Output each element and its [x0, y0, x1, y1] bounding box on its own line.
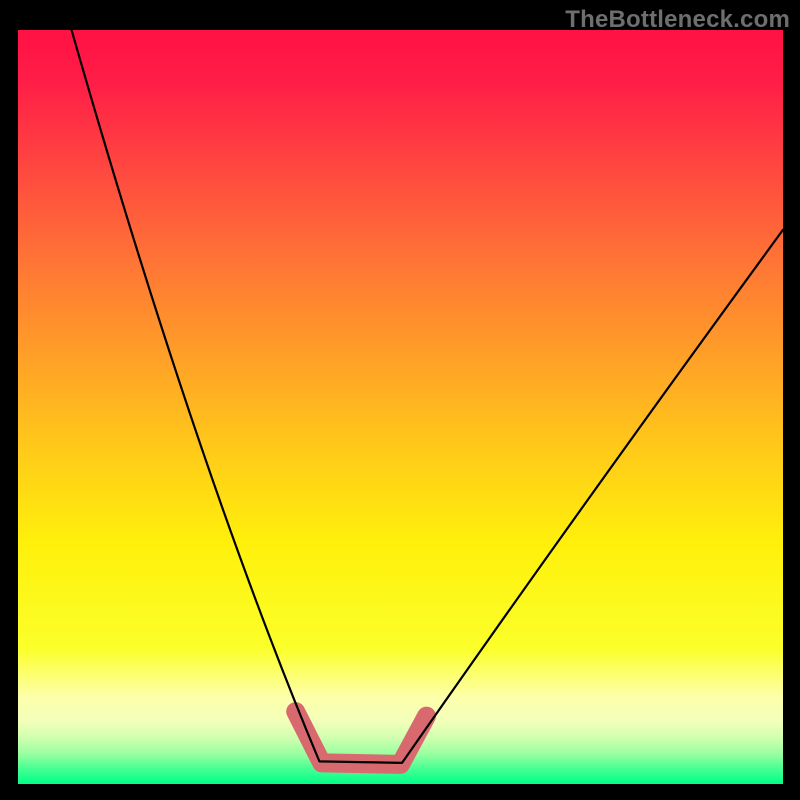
gradient-background — [18, 30, 783, 784]
bottleneck-chart — [18, 30, 783, 784]
chart-stage: TheBottleneck.com — [0, 0, 800, 800]
watermark-text: TheBottleneck.com — [565, 6, 790, 34]
